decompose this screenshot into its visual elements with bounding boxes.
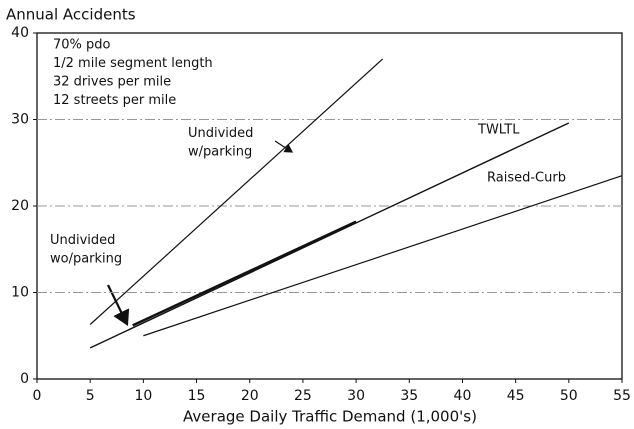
x-tick-label: 25 (294, 388, 312, 404)
x-tick-label: 20 (241, 388, 259, 404)
x-tick-label: 15 (188, 388, 206, 404)
series-label: TWLTL (477, 123, 520, 138)
y-tick-label: 0 (20, 371, 29, 387)
x-tick-label: 0 (33, 388, 42, 404)
y-tick-label: 20 (11, 198, 29, 214)
series-label: Undivided w/parking (188, 126, 253, 160)
x-tick-label: 40 (454, 388, 472, 404)
x-tick-label: 55 (613, 388, 631, 404)
line (89, 58, 384, 325)
y-tick-label: 10 (11, 285, 29, 301)
series-label-line: wo/parking (50, 251, 122, 266)
arrow (274, 140, 294, 153)
annotation: 12 streets per mile (53, 93, 176, 108)
series-label: Undivided wo/parking (50, 233, 122, 267)
series-label-line: Undivided (188, 126, 253, 141)
x-axis-label: Average Daily Traffic Demand (1,000's) (183, 408, 477, 426)
x-tick-label: 10 (134, 388, 152, 404)
line (89, 122, 570, 349)
series-label-line: Undivided (50, 233, 115, 248)
x-tick-label: 35 (400, 388, 418, 404)
annotation: 32 drives per mile (53, 75, 171, 90)
chart-title: Annual Accidents (6, 6, 136, 24)
y-tick-label: 40 (11, 25, 29, 41)
x-tick-label: 45 (507, 388, 525, 404)
x-tick-label: 30 (347, 388, 365, 404)
x-tick-label: 50 (560, 388, 578, 404)
series-label-line: w/parking (188, 144, 252, 159)
annotation: 70% pdo (53, 38, 111, 53)
x-tick-label: 5 (86, 388, 95, 404)
line (143, 175, 623, 337)
annotation: 1/2 mile segment length (53, 56, 213, 71)
line (132, 220, 357, 327)
series-label: Raised-Curb (487, 171, 566, 186)
arrow (107, 284, 130, 326)
y-tick-label: 30 (11, 112, 29, 128)
